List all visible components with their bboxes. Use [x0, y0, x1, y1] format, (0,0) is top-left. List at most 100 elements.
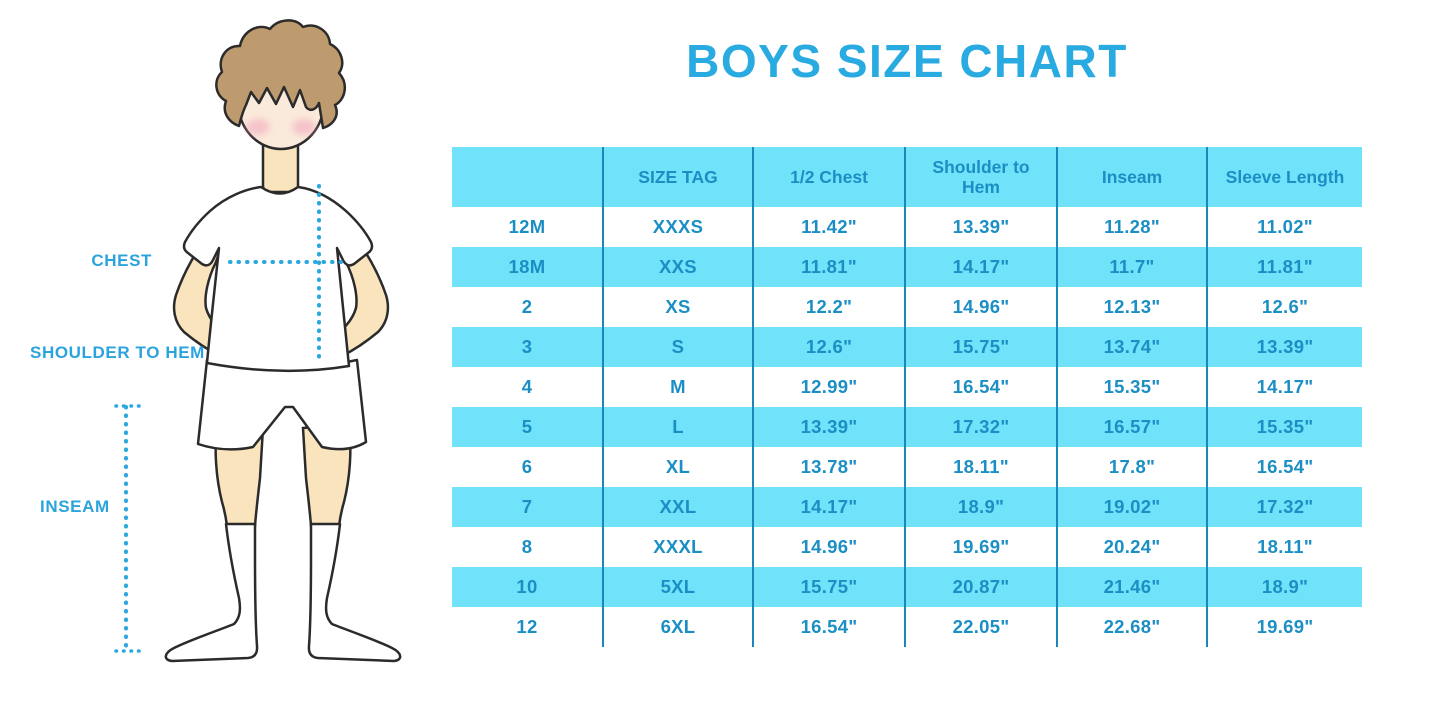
table-cell: XXXL	[602, 527, 753, 567]
table-cell: L	[602, 407, 753, 447]
boy-measurement-illustration	[114, 19, 402, 663]
table-row: 12M XXXS 11.42" 13.39" 11.28" 11.02"	[452, 207, 1362, 247]
measurement-label-chest: CHEST	[91, 251, 152, 270]
table-cell: 17.8"	[1056, 447, 1207, 487]
table-cell: 12.2"	[752, 287, 905, 327]
column-header-shoulder-to-hem: Shoulder to Hem	[904, 147, 1057, 207]
table-header-row: SIZE TAG 1/2 Chest Shoulder to Hem Insea…	[452, 147, 1362, 207]
table-cell: 18.11"	[904, 447, 1057, 487]
table-cell: 20.87"	[904, 567, 1057, 607]
column-header-size-tag: SIZE TAG	[602, 147, 753, 207]
table-cell: 15.75"	[752, 567, 905, 607]
boy-arm-right	[328, 233, 390, 358]
boy-blush-right	[292, 119, 316, 135]
table-cell: 18.9"	[1206, 567, 1362, 607]
table-cell: 4	[521, 376, 533, 397]
table-cell: XXXS	[602, 207, 753, 247]
table-cell: 7	[521, 496, 533, 517]
table-cell: 5	[521, 416, 533, 437]
table-cell: 10	[516, 576, 538, 597]
boy-tshirt	[182, 185, 374, 373]
measurement-label-shoulder-to-hem: SHOULDER TO HEM	[30, 343, 205, 362]
table-cell: 14.17"	[1206, 367, 1362, 407]
column-header-half-chest: 1/2 Chest	[752, 147, 905, 207]
table-cell: 12.6"	[752, 327, 905, 367]
table-cell: 14.17"	[752, 487, 905, 527]
table-cell: 16.54"	[752, 607, 905, 647]
table-cell: XXS	[602, 247, 753, 287]
table-cell: 3	[521, 336, 533, 357]
table-cell: 12	[516, 616, 538, 637]
measurement-label-inseam: INSEAM	[40, 497, 110, 516]
table-cell: 14.96"	[904, 287, 1057, 327]
boy-blush-left	[246, 119, 270, 135]
table-row: 6 XL 13.78" 18.11" 17.8" 16.54"	[452, 447, 1362, 487]
table-cell: 18.9"	[904, 487, 1057, 527]
boy-sock-left	[164, 522, 259, 663]
table-cell: 6	[521, 456, 533, 477]
column-header-size	[452, 147, 603, 207]
table-row: 7 XXL 14.17" 18.9" 19.02" 17.32"	[452, 487, 1362, 527]
table-cell: 19.02"	[1056, 487, 1207, 527]
table-cell: 20.24"	[1056, 527, 1207, 567]
table-cell: S	[602, 327, 753, 367]
table-cell: 11.28"	[1056, 207, 1207, 247]
column-header-inseam: Inseam	[1056, 147, 1207, 207]
table-cell: 11.81"	[1206, 247, 1362, 287]
boy-hair	[215, 19, 347, 130]
table-row: 5 L 13.39" 17.32" 16.57" 15.35"	[452, 407, 1362, 447]
table-cell: 12M	[508, 216, 546, 237]
table-cell: 21.46"	[1056, 567, 1207, 607]
table-cell: 17.32"	[1206, 487, 1362, 527]
size-table: SIZE TAG 1/2 Chest Shoulder to Hem Insea…	[452, 147, 1362, 647]
column-header-sleeve-length: Sleeve Length	[1206, 147, 1362, 207]
table-cell: 13.39"	[752, 407, 905, 447]
table-cell: 22.05"	[904, 607, 1057, 647]
table-cell: XL	[602, 447, 753, 487]
table-cell: 12.13"	[1056, 287, 1207, 327]
table-cell: 18M	[508, 256, 546, 277]
table-cell: 5XL	[602, 567, 753, 607]
table-cell: 11.7"	[1056, 247, 1207, 287]
table-cell: XXL	[602, 487, 753, 527]
table-cell: 15.75"	[904, 327, 1057, 367]
table-row: 4 M 12.99" 16.54" 15.35" 14.17"	[452, 367, 1362, 407]
size-table-container: SIZE TAG 1/2 Chest Shoulder to Hem Insea…	[452, 147, 1362, 647]
table-cell: 19.69"	[1206, 607, 1362, 647]
table-cell: 12.99"	[752, 367, 905, 407]
boy-arm-left	[172, 233, 234, 358]
table-row: 8 XXXL 14.96" 19.69" 20.24" 18.11"	[452, 527, 1362, 567]
table-cell: 18.11"	[1206, 527, 1362, 567]
table-row: 3 S 12.6" 15.75" 13.74" 13.39"	[452, 327, 1362, 367]
boy-sock-right	[307, 522, 402, 663]
table-row: 2 XS 12.2" 14.96" 12.13" 12.6"	[452, 287, 1362, 327]
table-cell: 12.6"	[1206, 287, 1362, 327]
table-cell: 14.17"	[904, 247, 1057, 287]
table-row: 10 5XL 15.75" 20.87" 21.46" 18.9"	[452, 567, 1362, 607]
table-cell: 11.02"	[1206, 207, 1362, 247]
table-cell: 16.54"	[904, 367, 1057, 407]
table-cell: 15.35"	[1206, 407, 1362, 447]
table-cell: 8	[521, 536, 533, 557]
boy-shorts	[196, 358, 368, 451]
table-row: 12 6XL 16.54" 22.05" 22.68" 19.69"	[452, 607, 1362, 647]
table-cell: 14.96"	[752, 527, 905, 567]
table-cell: XS	[602, 287, 753, 327]
table-cell: M	[602, 367, 753, 407]
table-cell: 13.78"	[752, 447, 905, 487]
page-title: BOYS SIZE CHART	[686, 35, 1128, 87]
table-cell: 11.81"	[752, 247, 905, 287]
table-cell: 13.39"	[904, 207, 1057, 247]
table-cell: 22.68"	[1056, 607, 1207, 647]
table-cell: 13.74"	[1056, 327, 1207, 367]
table-cell: 15.35"	[1056, 367, 1207, 407]
table-cell: 16.54"	[1206, 447, 1362, 487]
table-cell: 11.42"	[752, 207, 905, 247]
table-cell: 13.39"	[1206, 327, 1362, 367]
table-cell: 2	[521, 296, 533, 317]
table-cell: 19.69"	[904, 527, 1057, 567]
table-cell: 16.57"	[1056, 407, 1207, 447]
table-cell: 6XL	[602, 607, 753, 647]
table-row: 18M XXS 11.81" 14.17" 11.7" 11.81"	[452, 247, 1362, 287]
